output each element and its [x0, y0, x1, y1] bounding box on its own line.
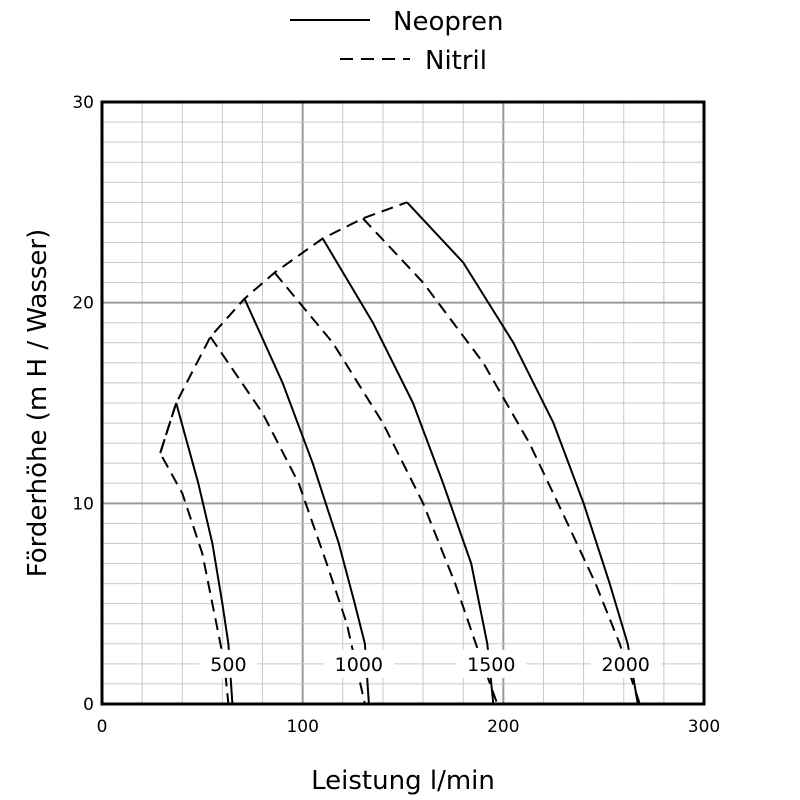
- speed-labels: 500 1000 1500 2000: [199, 649, 661, 678]
- speed-label-1500: 1500: [467, 654, 515, 676]
- speed-label-background: [199, 649, 258, 678]
- curve-nitril-1000: [209, 336, 366, 705]
- curve-neopren-2000: [406, 201, 639, 705]
- tick-labels: 0 100 200 300 0 10 20 30: [72, 93, 720, 737]
- x-tick-label: 0: [97, 717, 108, 737]
- legend-label-neopren: Neopren: [393, 7, 503, 37]
- speed-label-500: 500: [210, 654, 246, 676]
- legend: Neopren Nitril: [290, 7, 503, 76]
- y-tick-label: 0: [83, 695, 94, 715]
- grid: [102, 102, 704, 704]
- speed-label-2000: 2000: [602, 654, 650, 676]
- curve-nitril-envelope: [159, 201, 408, 454]
- curve-nitril-1500: [273, 271, 499, 705]
- x-axis-title: Leistung l/min: [311, 766, 495, 796]
- speed-label-background: [456, 649, 527, 678]
- speed-label-background: [323, 649, 394, 678]
- speed-label-background: [590, 649, 661, 678]
- y-tick-label: 20: [72, 294, 94, 314]
- y-tick-label: 30: [72, 93, 94, 113]
- curve-neopren-1500: [321, 237, 495, 705]
- x-tick-label: 300: [688, 717, 720, 737]
- plot-frame: [100, 100, 706, 706]
- speed-label-1000: 1000: [335, 654, 383, 676]
- legend-label-nitril: Nitril: [425, 46, 487, 76]
- curve-nitril-2000: [362, 217, 641, 705]
- performance-curves: [159, 201, 641, 705]
- curve-neopren-1000: [243, 298, 370, 705]
- x-tick-label: 200: [487, 717, 519, 737]
- y-tick-label: 10: [72, 494, 94, 514]
- y-axis-title: Förderhöhe (m H / Wasser): [23, 229, 53, 578]
- x-tick-label: 100: [286, 717, 318, 737]
